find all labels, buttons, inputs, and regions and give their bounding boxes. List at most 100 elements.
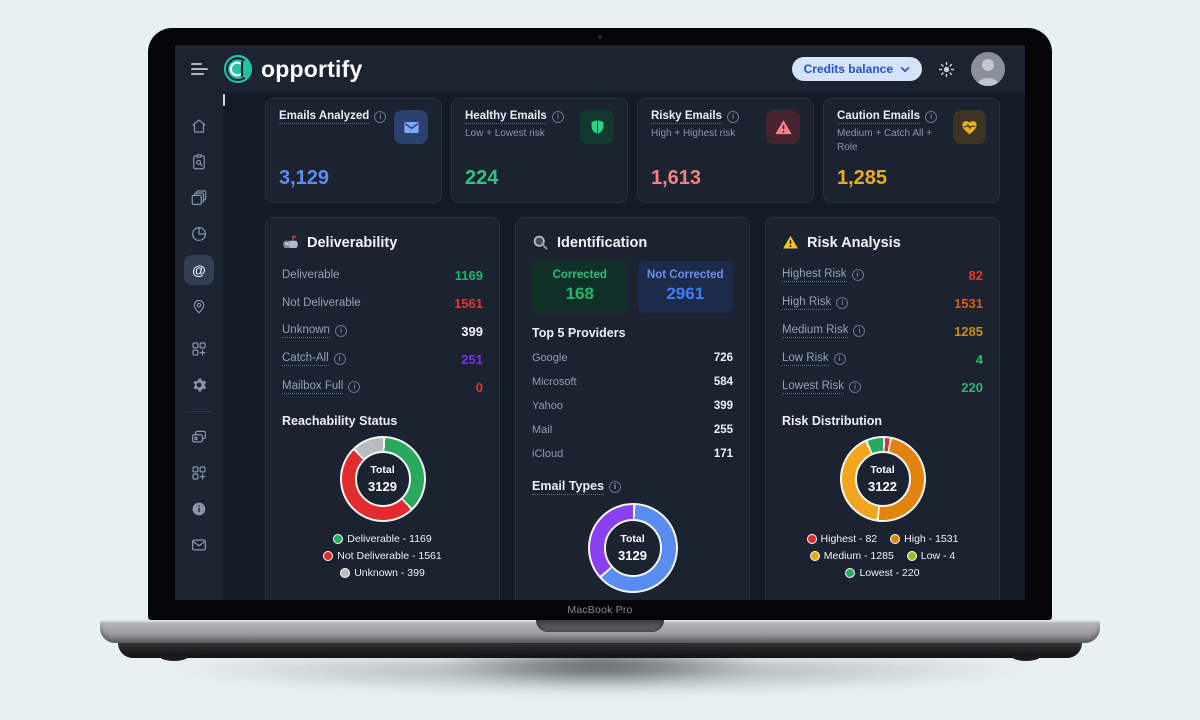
- panels-row: Deliverability Deliverable 1169 Not Deli…: [265, 217, 1000, 600]
- legend-item[interactable]: Not Deliverable - 1561: [323, 550, 442, 562]
- metric-label: Low Risk: [782, 352, 829, 366]
- user-avatar[interactable]: [971, 52, 1005, 86]
- warning-triangle-icon: [766, 110, 800, 144]
- legend-dot: [809, 551, 820, 561]
- metric-value: 0: [475, 379, 483, 395]
- avatar-body: [977, 78, 999, 86]
- info-icon[interactable]: [853, 325, 866, 337]
- risk-distribution-donut-chart[interactable]: Total 3122: [839, 436, 926, 522]
- legend-dot: [806, 534, 817, 544]
- reachability-donut-chart[interactable]: Total 3129: [339, 436, 426, 522]
- theme-toggle-sun-icon[interactable]: [937, 60, 956, 79]
- legend-item[interactable]: Unknown - 399: [340, 567, 425, 579]
- metric-row: High Risk 1531: [782, 289, 983, 317]
- metric-value: 1531: [954, 295, 983, 311]
- legend-item[interactable]: Low - 4: [906, 550, 956, 562]
- info-icon[interactable]: [836, 297, 849, 309]
- sidebar-divider: [185, 411, 213, 412]
- info-icon[interactable]: [726, 111, 739, 123]
- legend-item[interactable]: Medium - 1285: [809, 550, 894, 562]
- sidebar-item-email-insights[interactable]: [184, 255, 214, 285]
- email-types-donut-chart[interactable]: Total 3129: [587, 503, 678, 593]
- webcam-dot: [598, 35, 602, 39]
- provider-row: Google 726: [532, 346, 733, 370]
- laptop-underside: [118, 643, 1082, 661]
- metric-label: Unknown: [282, 324, 330, 338]
- sidebar-item-batches[interactable]: [184, 183, 214, 213]
- metric-value: 82: [968, 267, 983, 283]
- metric-row: Low Risk 4: [782, 345, 983, 373]
- provider-value: 255: [713, 424, 733, 436]
- credits-balance-button[interactable]: Credits balance: [791, 57, 922, 81]
- info-icon[interactable]: [609, 481, 622, 493]
- gear-icon: [193, 378, 207, 392]
- legend-item[interactable]: Highest - 82: [806, 533, 877, 545]
- provider-name: Mail: [532, 424, 553, 436]
- metric-label: Catch-All: [282, 352, 329, 366]
- corrected-value: 168: [565, 284, 594, 303]
- sidebar-item-contact[interactable]: [184, 530, 214, 560]
- info-icon[interactable]: [374, 111, 387, 123]
- not-corrected-label: Not Corrected: [646, 269, 724, 281]
- location-pin-icon: [193, 299, 205, 314]
- sidebar-item-wallet[interactable]: [184, 422, 214, 452]
- info-icon[interactable]: [851, 269, 864, 281]
- brand-name: opportify: [261, 55, 363, 82]
- metric-label: Medium Risk: [782, 324, 849, 338]
- donut-center-total: 3129: [618, 548, 647, 563]
- sidebar-item-help[interactable]: [184, 494, 214, 524]
- metric-label: Mailbox Full: [282, 380, 344, 394]
- provider-name: Yahoo: [532, 400, 563, 412]
- info-icon[interactable]: [333, 353, 346, 365]
- metric-value: 251: [461, 351, 483, 367]
- metric-label: Deliverable: [282, 269, 340, 281]
- legend-item[interactable]: High - 1531: [890, 533, 958, 545]
- screen-content: opportify Credits balance: [175, 45, 1025, 600]
- card-value: 1,613: [651, 167, 702, 189]
- sidebar-item-addons[interactable]: [184, 458, 214, 488]
- panel-title: Identification: [557, 234, 648, 251]
- provider-name: Microsoft: [532, 376, 577, 388]
- metric-label: Highest Risk: [782, 268, 847, 282]
- opportify-logo-icon: [223, 54, 253, 84]
- scrollbar-thumb[interactable]: [223, 94, 225, 106]
- sidebar-item-settings[interactable]: [184, 370, 214, 400]
- card-value: 1,285: [837, 167, 888, 189]
- info-icon[interactable]: [551, 111, 564, 123]
- panel-title: Risk Analysis: [807, 234, 901, 251]
- card-subtitle: Low + Lowest risk: [465, 128, 545, 139]
- sidebar-item-integrations[interactable]: [184, 334, 214, 364]
- metric-row: Mailbox Full 0: [282, 373, 483, 401]
- card-subtitle: High + Highest risk: [651, 128, 736, 139]
- provider-name: iCloud: [532, 448, 564, 460]
- sidebar-item-audit[interactable]: [184, 147, 214, 177]
- metric-row: Medium Risk 1285: [782, 317, 983, 345]
- info-icon[interactable]: [925, 111, 938, 123]
- legend-item[interactable]: Lowest - 220: [845, 567, 920, 579]
- metric-value: 1561: [454, 295, 483, 311]
- info-icon[interactable]: [348, 381, 361, 393]
- provider-row: Yahoo 399: [532, 394, 733, 418]
- sidebar-item-home[interactable]: [184, 111, 214, 141]
- info-icon[interactable]: [833, 353, 846, 365]
- stat-card-emails-analyzed: Emails Analyzed 3,129: [265, 98, 442, 203]
- sidebar-item-reports[interactable]: [184, 219, 214, 249]
- pie-chart-icon: [192, 227, 206, 241]
- metric-label: Lowest Risk: [782, 380, 844, 394]
- legend-dot: [323, 551, 334, 561]
- sidebar-item-ip-insights[interactable]: [184, 291, 214, 321]
- panel-title: Deliverability: [307, 234, 398, 251]
- laptop-base: [100, 620, 1100, 643]
- info-circle-icon: [192, 502, 206, 516]
- menu-toggle-icon[interactable]: [191, 63, 209, 75]
- section-title: Risk Distribution: [782, 414, 883, 428]
- provider-name: Google: [532, 352, 568, 364]
- legend-text: Low - 4: [920, 550, 956, 562]
- legend-item[interactable]: Deliverable - 1169: [333, 533, 432, 545]
- info-icon[interactable]: [334, 325, 347, 337]
- info-icon[interactable]: [849, 381, 861, 393]
- stat-cards-row: Emails Analyzed 3,129: [265, 98, 1000, 203]
- main-content: Emails Analyzed 3,129: [223, 93, 1025, 600]
- grid-add-icon: [192, 466, 206, 480]
- chart-legend: Highest - 82 High - 1531 Medium - 1285 L…: [782, 533, 983, 579]
